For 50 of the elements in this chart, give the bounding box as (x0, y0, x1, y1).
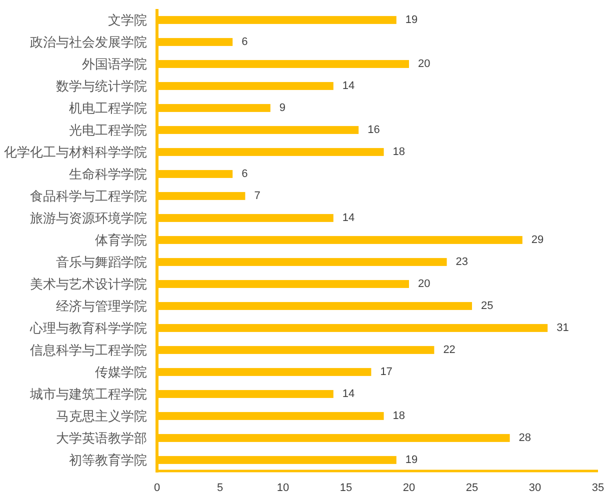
category-label: 文学院 (108, 12, 147, 28)
category-label: 化学化工与材料科学学院 (4, 144, 147, 160)
tick-label: 5 (216, 482, 224, 494)
data-label: 6 (242, 168, 248, 180)
data-label: 20 (418, 58, 430, 70)
category-label: 传媒学院 (95, 364, 147, 380)
category-label: 音乐与舞蹈学院 (56, 254, 147, 270)
data-label: 18 (392, 410, 406, 422)
data-label: 29 (531, 234, 544, 246)
category-label: 数学与统计学院 (56, 78, 147, 94)
data-label: 31 (556, 322, 569, 334)
category-label: 美术与艺术设计学院 (30, 276, 147, 292)
data-label: 18 (392, 146, 406, 158)
category-label: 大学英语教学部 (56, 430, 147, 446)
category-label: 体育学院 (95, 232, 147, 248)
tick-label: 30 (528, 482, 542, 494)
category-label: 生命科学学院 (69, 166, 147, 182)
category-label: 马克思主义学院 (56, 408, 147, 424)
data-label: 19 (405, 454, 418, 466)
tick-label: 35 (592, 482, 604, 494)
category-label: 初等教育学院 (69, 452, 147, 468)
category-label: 外国语学院 (82, 56, 147, 72)
category-label: 政治与社会发展学院 (30, 34, 147, 50)
category-label: 心理与教育科学学院 (30, 320, 147, 336)
data-label: 14 (342, 80, 355, 92)
tick-label: 10 (276, 482, 290, 494)
data-label: 17 (380, 366, 392, 378)
tick-label: 0 (154, 482, 160, 494)
category-label: 旅游与资源环境学院 (30, 210, 147, 226)
data-label: 16 (368, 124, 380, 136)
category-label: 光电工程学院 (69, 122, 147, 138)
data-label: 14 (342, 388, 355, 400)
data-label: 23 (456, 256, 468, 268)
category-label: 食品科学与工程学院 (30, 188, 147, 204)
data-label: 28 (518, 432, 532, 444)
category-label: 信息科学与工程学院 (30, 342, 147, 358)
data-label: 22 (443, 344, 456, 356)
tick-label: 15 (340, 482, 352, 494)
data-label: 9 (279, 102, 286, 114)
data-label: 25 (481, 300, 494, 312)
data-label: 19 (405, 14, 418, 26)
data-label: 6 (242, 36, 248, 48)
tick-label: 25 (466, 482, 478, 494)
category-label: 经济与管理学院 (56, 298, 147, 314)
category-label: 城市与建筑工程学院 (30, 386, 147, 402)
tick-label: 20 (402, 482, 416, 494)
data-label: 14 (342, 212, 355, 224)
category-label: 机电工程学院 (69, 100, 147, 116)
data-label: 7 (254, 190, 260, 202)
data-label: 20 (418, 278, 430, 290)
